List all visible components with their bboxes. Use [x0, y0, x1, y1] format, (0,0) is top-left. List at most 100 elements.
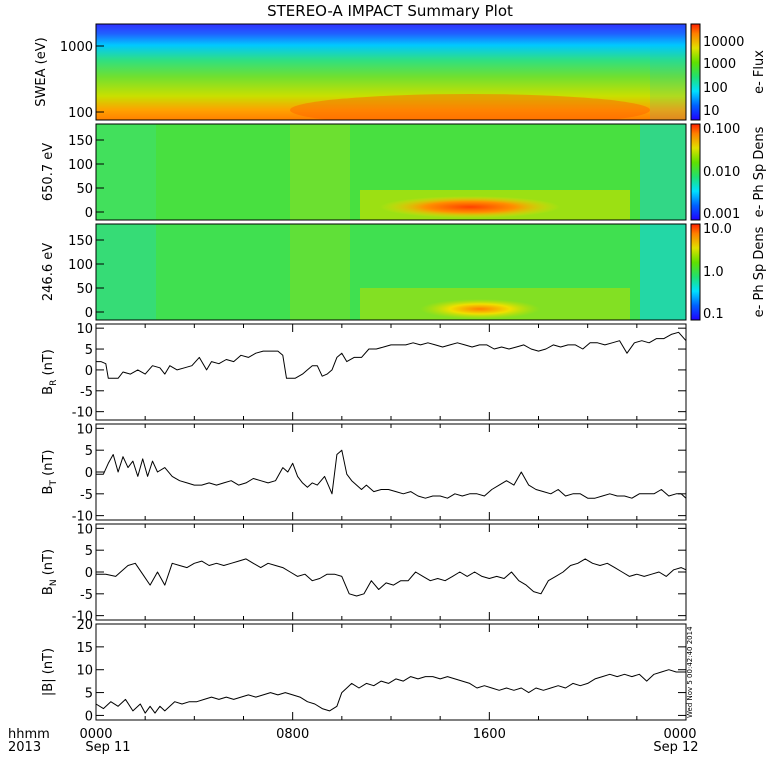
time-tick-label-2: 1600 — [473, 727, 506, 742]
swea-ylabel: SWEA (eV) — [34, 37, 49, 106]
pad-246-band-2 — [290, 224, 350, 320]
generation-timestamp: Wed Nov 5 00:42:40 2014 — [686, 626, 694, 718]
panel-bmag-ytick-label: 15 — [76, 641, 93, 656]
colorbar-swea-tick-1000: 1000 — [703, 57, 736, 72]
magnetic-field-panels: -10 -5 0 5 10 BR (nT) -10 -5 0 5 10 BT (nT) -10 -5 0 5 1… — [41, 322, 687, 724]
colorbar-pad-246-tick-01: 0.1 — [703, 307, 724, 322]
panel-bmag-trace — [95, 669, 686, 714]
panel-bt-ytick-label: -10 — [72, 510, 93, 525]
colorbar-pad-246-scale — [690, 223, 701, 321]
panel-bt-ytick-label: 10 — [76, 422, 93, 437]
panel-br-trace — [96, 331, 687, 379]
pad-650-band-2 — [290, 124, 350, 220]
pad-650-band-3 — [640, 124, 686, 220]
panel-bn-ytick-label: 0 — [85, 566, 93, 581]
colorbar-swea-tick-10: 10 — [703, 104, 720, 119]
swea-yticks: 100 1000 — [60, 40, 104, 121]
pad-246-hotspot — [420, 299, 540, 319]
colorbar-swea-tick-100: 100 — [703, 81, 728, 96]
pad-246-yticks: 0 50 100 150 — [68, 234, 104, 321]
panel-bn-ylabel: BN (nT) — [41, 549, 59, 595]
panel-br: -10 -5 0 5 10 BR (nT) — [41, 322, 687, 421]
pad-650-band-1 — [96, 124, 156, 220]
pad-650-yticks: 0 50 100 150 — [68, 134, 104, 221]
time-date-label-0: Sep 11 — [85, 740, 130, 755]
swea-spectrogram — [96, 24, 686, 120]
colorbar-pad-246: 0.1 1.0 10.0 e- Ph Sp Dens — [690, 222, 767, 322]
panel-bn-frame — [95, 523, 687, 621]
colorbar-pad-650-scale — [690, 123, 701, 221]
colorbar-pad-650-label: e- Ph Sp Dens — [752, 126, 767, 217]
pad-650-frame — [95, 123, 687, 221]
colorbar-pad-650-tick-0010: 0.010 — [703, 165, 740, 180]
pad-246-ytick-label-50: 50 — [76, 282, 93, 297]
colorbar-swea-label: e- Flux — [752, 50, 767, 94]
pad-246-band-1 — [96, 224, 156, 320]
pad-650-ytick-label-0: 0 — [85, 206, 93, 221]
panel-bt-ytick-label: -5 — [80, 488, 93, 503]
pad-246-ytick-label-100: 100 — [68, 258, 93, 273]
time-tick-label-3: 0000 — [663, 727, 696, 742]
pad-246-panel: 0 50 100 150 246.6 eV — [41, 223, 687, 321]
pad-650-ytick-label-50: 50 — [76, 182, 93, 197]
panel-br-ytick-label: 10 — [76, 322, 93, 337]
colorbar-pad-650-tick-0100: 0.100 — [703, 122, 740, 137]
panel-br-ytick-label: -10 — [72, 406, 93, 421]
time-tick-label-0: 0000 — [79, 727, 112, 742]
panel-bt: -10 -5 0 5 10 BT (nT) — [41, 422, 687, 525]
colorbar-pad-246-label: e- Ph Sp Dens — [752, 226, 767, 317]
panel-br-ytick-label: 0 — [85, 364, 93, 379]
panel-bn-ytick-label: 5 — [85, 544, 93, 559]
panel-bt-frame — [95, 423, 687, 521]
panel-bmag-ytick-label: 20 — [76, 618, 93, 633]
time-axis: hhmm 2013 0000 Sep 11 0800 1600 0000 Sep… — [8, 727, 699, 755]
swea-frame — [95, 23, 687, 121]
colorbar-pad-246-tick-10: 1.0 — [703, 265, 724, 280]
panel-bt-ytick-label: 0 — [85, 466, 93, 481]
pad-246-band-3 — [640, 224, 686, 320]
colorbar-pad-650: 0.001 0.010 0.100 e- Ph Sp Dens — [690, 122, 767, 222]
time-date-label-3: Sep 12 — [653, 740, 698, 755]
pad-246-ytick-label-0: 0 — [85, 306, 93, 321]
swea-dim-region — [650, 24, 686, 120]
swea-ytick-label-100: 100 — [68, 106, 93, 121]
colorbar-swea-scale — [690, 23, 701, 121]
panel-bmag-ytick-label: 0 — [85, 709, 93, 724]
colorbar-swea: 10 100 1000 10000 e- Flux — [690, 23, 767, 121]
panel-br-frame — [95, 323, 687, 421]
swea-ytick-label-1000: 1000 — [60, 40, 93, 55]
pad-650-hotspot — [380, 196, 560, 218]
panel-bn-ytick-label: -5 — [80, 588, 93, 603]
panel-bmag: 0 5 10 15 20 |B| (nT) — [41, 618, 687, 724]
panel-bt-ytick-label: 5 — [85, 444, 93, 459]
panel-bt-trace — [96, 449, 687, 499]
panel-bn: -10 -5 0 5 10 BN (nT) — [41, 522, 687, 625]
panel-bn-ytick-label: -10 — [72, 610, 93, 625]
colorbar-pad-650-tick-0001: 0.001 — [703, 207, 740, 222]
panel-bmag-ytick-label: 10 — [76, 664, 93, 679]
swea-intense-region — [290, 94, 650, 120]
pad-246-frame — [95, 223, 687, 321]
time-tick-label-1: 0800 — [276, 727, 309, 742]
panel-br-ylabel: BR (nT) — [41, 349, 59, 395]
panel-br-ytick-label: -5 — [80, 385, 93, 400]
panel-bmag-ytick-label: 5 — [85, 687, 93, 702]
time-axis-year-label: 2013 — [8, 740, 41, 755]
pad-246-ylabel: 246.6 eV — [41, 243, 56, 301]
pad-246-ytick-label-150: 150 — [68, 234, 93, 249]
panel-bn-trace — [96, 558, 687, 597]
pad-650-panel: 0 50 100 150 650.7 eV — [41, 123, 687, 221]
panel-bmag-ylabel: |B| (nT) — [41, 648, 56, 696]
panel-bmag-frame — [95, 623, 687, 721]
panel-bt-ylabel: BT (nT) — [41, 450, 59, 495]
colorbar-swea-tick-10000: 10000 — [703, 35, 744, 50]
figure-title: STEREO-A IMPACT Summary Plot — [267, 2, 513, 20]
pad-650-ytick-label-100: 100 — [68, 158, 93, 173]
colorbar-pad-246-tick-100: 10.0 — [703, 222, 732, 237]
swea-spectrogram-panel: 100 1000 SWEA (eV) — [34, 23, 687, 121]
panel-bn-ytick-label: 10 — [76, 522, 93, 537]
time-axis-format-label: hhmm — [8, 727, 50, 742]
pad-650-ytick-label-150: 150 — [68, 134, 93, 149]
pad-650-ylabel: 650.7 eV — [41, 143, 56, 201]
